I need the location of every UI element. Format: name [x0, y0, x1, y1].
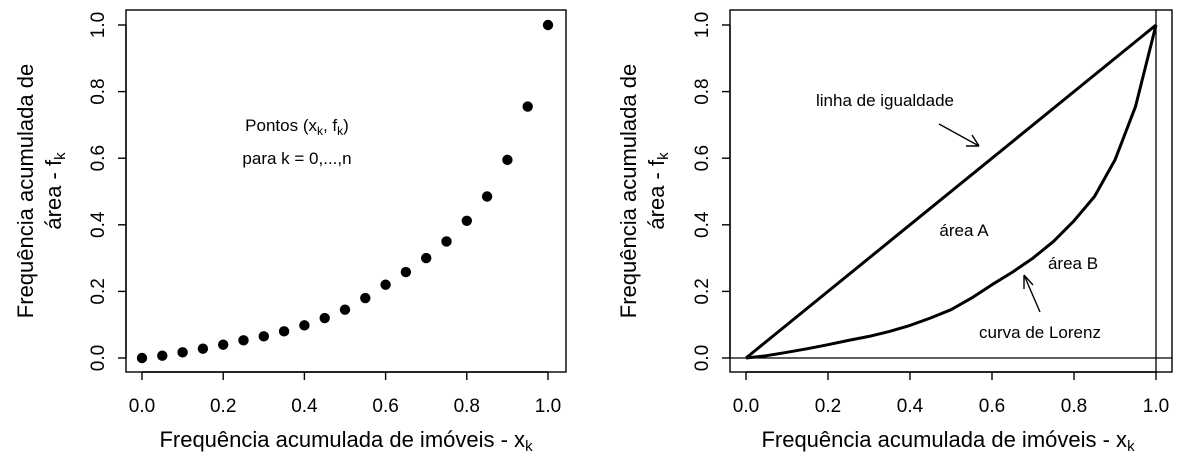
left-y-tick-label: 0.6 [88, 145, 109, 171]
data-point [421, 252, 432, 264]
data-point [157, 350, 168, 361]
left-annotation-line1: Pontos (xk, fk) [245, 116, 349, 138]
left-x-axis: 0.0 0.2 0.4 0.6 0.8 1.0 [129, 371, 561, 417]
left-y-axis: 0.0 0.2 0.4 0.6 0.8 1.0 [88, 12, 127, 371]
left-y-tick-label: 0.8 [88, 78, 109, 104]
left-y-axis-label-line1: Frequência acumulada de [13, 64, 38, 318]
data-point [319, 312, 330, 324]
equality-line-label: linha de igualdade [816, 91, 954, 110]
right-x-tick-label: 1.0 [1143, 396, 1169, 417]
data-point [197, 343, 209, 354]
left-x-tick-label: 0.2 [210, 396, 236, 417]
right-y-axis: 0.0 0.2 0.4 0.6 0.8 1.0 [692, 12, 731, 371]
lorenz-curve [745, 24, 1158, 360]
left-x-axis-label: Frequência acumulada de imóveis - xk [159, 427, 533, 454]
right-x-tick-label: 0.2 [815, 396, 841, 417]
right-x-tick-label: 0.0 [733, 396, 759, 417]
right-y-tick-label: 0.6 [692, 145, 713, 171]
right-y-tick-label: 1.0 [692, 12, 713, 38]
equality-line [745, 23, 1157, 360]
right-y-tick-label: 0.8 [692, 78, 713, 104]
area-a-label: área A [939, 221, 989, 240]
right-y-axis-label: Frequência acumulada de área - fk [616, 64, 672, 318]
right-y-tick-label: 0.4 [692, 211, 713, 238]
left-y-tick-label: 0.0 [88, 345, 109, 371]
data-point [522, 101, 533, 112]
right-y-axis-label-line1: Frequência acumulada de [616, 64, 641, 318]
data-point [278, 326, 290, 337]
data-point [299, 320, 310, 331]
right-y-tick-label: 0.0 [692, 345, 713, 371]
left-x-tick-label: 1.0 [535, 396, 561, 417]
data-point [136, 352, 148, 364]
data-point [380, 279, 391, 290]
data-point [461, 215, 472, 227]
data-point [542, 19, 554, 31]
data-point [502, 154, 513, 166]
data-point [238, 335, 249, 346]
left-x-tick-label: 0.6 [372, 396, 398, 417]
left-y-axis-label-line2: área - fk [41, 152, 69, 230]
right-y-axis-label-line2: área - fk [644, 152, 672, 230]
area-b-label: área B [1048, 254, 1098, 273]
data-point [400, 266, 412, 278]
left-plot-box [125, 9, 567, 373]
equality-arrow [938, 123, 980, 147]
right-x-axis-label: Frequência acumulada de imóveis - xk [761, 427, 1135, 454]
right-y-tick-label: 0.2 [692, 278, 713, 304]
data-point [360, 292, 371, 304]
data-point [177, 347, 188, 358]
left-x-tick-label: 0.8 [454, 396, 480, 417]
right-x-tick-label: 0.4 [897, 396, 924, 417]
left-y-tick-label: 0.2 [88, 278, 109, 304]
data-point [339, 304, 351, 315]
data-point [481, 191, 493, 202]
lorenz-arrow [1023, 274, 1041, 313]
right-x-tick-label: 0.6 [979, 396, 1005, 417]
left-x-tick-label: 0.4 [291, 396, 318, 417]
left-y-tick-label: 0.4 [88, 211, 109, 238]
right-x-tick-label: 0.8 [1061, 396, 1087, 417]
left-x-tick-label: 0.0 [129, 396, 155, 417]
right-x-axis: 0.0 0.2 0.4 0.6 0.8 1.0 [733, 371, 1169, 417]
data-point [441, 236, 452, 247]
left-y-axis-label: Frequência acumulada de área - fk [13, 64, 69, 318]
left-chart: 0.0 0.2 0.4 0.6 0.8 1.0 0.0 0.2 0.4 0.6 0.8 1.0 Po… [13, 9, 567, 454]
data-point [218, 339, 229, 350]
left-y-tick-label: 1.0 [88, 12, 109, 38]
lorenz-curve-label: curva de Lorenz [979, 323, 1101, 342]
left-points [136, 19, 554, 364]
right-chart: 0.0 0.2 0.4 0.6 0.8 1.0 0.0 0.2 0.4 0.6 0.8 1.0 li… [616, 9, 1173, 454]
data-point [258, 331, 269, 342]
left-annotation-line2: para k = 0,...,n [242, 149, 351, 168]
